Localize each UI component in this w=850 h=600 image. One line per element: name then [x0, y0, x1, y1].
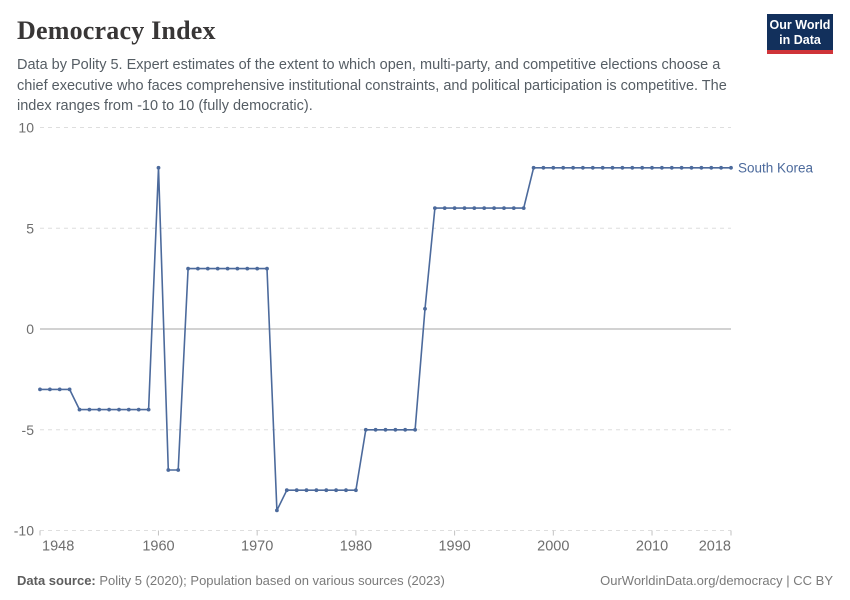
data-point: [87, 407, 92, 412]
data-source-label: Data source:: [17, 573, 96, 588]
data-point: [373, 427, 378, 432]
data-point: [482, 206, 487, 210]
data-point: [442, 206, 447, 210]
y-tick-label: 10: [18, 120, 34, 136]
page-title: Democracy Index: [17, 16, 216, 45]
x-tick-label: 2000: [537, 539, 569, 555]
data-point: [235, 266, 240, 271]
owid-logo-line1: Our World: [769, 18, 831, 32]
x-tick-label: 1948: [42, 539, 74, 555]
data-point: [136, 407, 141, 412]
data-point: [660, 165, 664, 170]
x-tick-label: 1990: [438, 539, 470, 555]
data-point: [590, 165, 595, 170]
data-point: [551, 165, 556, 170]
chart-header: Democracy Index Our World in Data Data b…: [0, 0, 850, 117]
data-point: [600, 165, 605, 170]
data-point: [363, 427, 368, 432]
x-tick-label: 1980: [340, 539, 372, 555]
data-point: [215, 266, 220, 271]
data-point: [423, 306, 427, 311]
data-point: [709, 165, 714, 170]
series-label: South Korea: [738, 160, 814, 175]
data-point: [146, 407, 151, 412]
data-point: [502, 206, 506, 210]
data-point: [284, 488, 289, 493]
data-point: [275, 508, 279, 513]
x-tick-label: 2018: [699, 539, 731, 555]
x-tick-label: 2010: [636, 539, 668, 555]
data-point: [650, 165, 654, 170]
data-source-value: Polity 5 (2020); Population based on var…: [95, 573, 445, 588]
data-point: [521, 206, 526, 210]
data-point: [620, 165, 625, 170]
data-point: [77, 407, 82, 412]
data-point: [719, 165, 723, 170]
y-tick-label: 0: [26, 321, 34, 337]
chart-footer: Data source: Polity 5 (2020); Population…: [0, 573, 850, 588]
data-point: [541, 165, 546, 170]
data-point: [452, 206, 457, 210]
data-point: [166, 468, 171, 472]
owid-logo: Our World in Data: [767, 14, 833, 54]
data-point: [255, 266, 260, 271]
data-point: [413, 427, 417, 432]
data-point: [344, 488, 348, 493]
data-point: [581, 165, 585, 170]
data-point: [630, 165, 635, 170]
data-point: [97, 407, 102, 412]
series-line: [40, 166, 731, 512]
data-point: [383, 427, 388, 432]
data-point: [294, 488, 299, 493]
data-point: [324, 488, 329, 493]
data-point: [196, 266, 200, 271]
data-point: [571, 165, 575, 170]
data-point: [304, 488, 309, 493]
data-point: [640, 165, 645, 170]
credit-text: OurWorldinData.org/democracy | CC BY: [600, 573, 833, 588]
chart-svg: 10 5 0 -5 -10 1948 1960 1970 1980 1990 2000 2010 201…: [14, 120, 814, 555]
data-point: [561, 165, 566, 170]
data-point: [67, 387, 72, 392]
data-point: [186, 266, 191, 271]
data-point: [462, 206, 467, 210]
data-point: [245, 266, 250, 271]
owid-logo-line2: in Data: [779, 33, 821, 47]
data-point: [107, 407, 111, 412]
data-point: [176, 468, 181, 472]
data-point: [48, 387, 52, 392]
data-point: [492, 206, 496, 210]
y-tick-label: 5: [26, 220, 34, 236]
chart-area: 10 5 0 -5 -10 1948 1960 1970 1980 1990 2000 2010 201…: [0, 115, 850, 560]
data-point: [354, 488, 358, 493]
y-tick-label: -5: [22, 422, 35, 438]
x-tick-label: 1970: [241, 539, 273, 555]
data-point: [689, 165, 694, 170]
data-point: [531, 165, 536, 170]
data-point: [205, 266, 210, 271]
data-point: [433, 206, 437, 210]
data-point: [225, 266, 230, 271]
data-point: [126, 407, 131, 412]
data-point: [729, 165, 733, 170]
data-point: [156, 165, 161, 170]
data-point: [265, 266, 269, 271]
data-point: [669, 165, 674, 170]
data-point: [610, 165, 615, 170]
data-point: [699, 165, 704, 170]
x-tick-label: 1960: [142, 539, 174, 555]
data-point: [679, 165, 684, 170]
data-point: [38, 387, 42, 392]
data-point: [117, 407, 121, 412]
data-point: [403, 427, 408, 432]
data-point: [57, 387, 62, 392]
data-source-text: Data source: Polity 5 (2020); Population…: [17, 573, 445, 588]
data-point: [511, 206, 516, 210]
data-point: [393, 427, 398, 432]
data-point: [334, 488, 338, 493]
y-tick-label: -10: [14, 523, 34, 539]
data-point: [314, 488, 319, 493]
data-point: [472, 206, 477, 210]
chart-subtitle: Data by Polity 5. Expert estimates of th…: [17, 57, 727, 115]
